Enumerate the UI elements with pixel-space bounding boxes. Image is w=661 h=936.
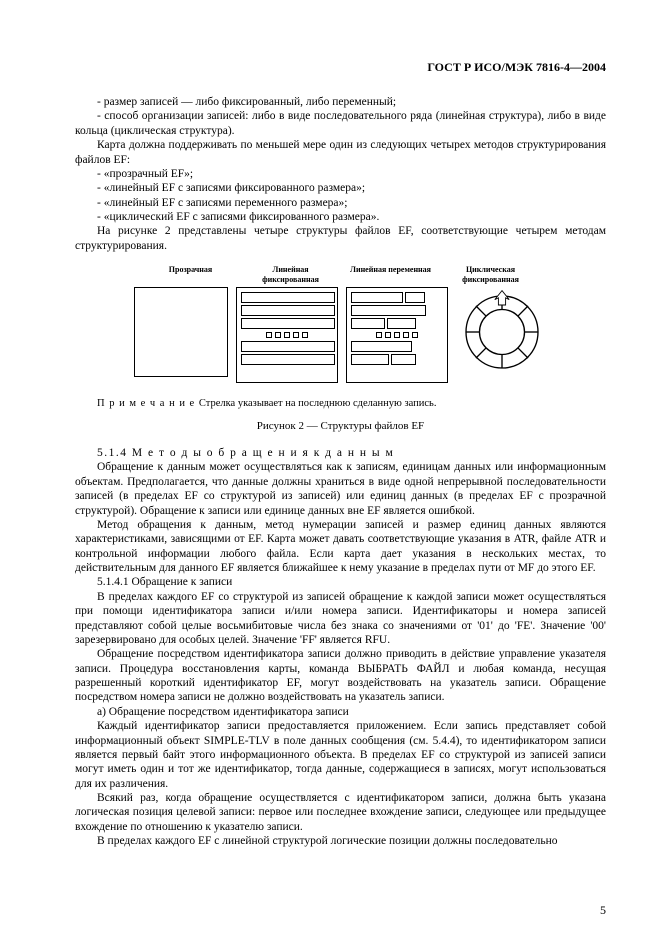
header-doc-code: ГОСТ Р ИСО/МЭК 7816-4—2004 (75, 60, 606, 75)
bullet-cyclic: - «циклический EF с записями фиксированн… (75, 210, 606, 224)
para-514a: Обращение к данным может осуществляться … (75, 460, 606, 518)
para-5141d: Всякий раз, когда обращение осуществляет… (75, 791, 606, 834)
figure-caption: Рисунок 2 — Структуры файлов EF (75, 420, 606, 434)
bullet-transparent: - «прозрачный EF»; (75, 167, 606, 181)
para-5141c: Каждый идентификатор записи предоставляе… (75, 719, 606, 791)
label-linear-fixed: Линейная фиксированная (245, 265, 337, 285)
bullet-record-org: - способ организации записей: либо в вид… (75, 109, 606, 138)
para-5141a: В пределах каждого EF со структурой из з… (75, 590, 606, 648)
para-figure-ref: На рисунке 2 представлены четыре структу… (75, 224, 606, 253)
bullet-record-size: - размер записей — либо фиксированный, л… (75, 95, 606, 109)
note-prefix: П р и м е ч а н и е (97, 398, 195, 409)
diagram-linear-fixed (236, 287, 338, 383)
heading-5-1-4: 5.1.4 М е т о д ы о б р а щ е н и я к д … (75, 446, 606, 460)
label-linear-var: Линейная переменная (345, 265, 437, 285)
document-page: ГОСТ Р ИСО/МЭК 7816-4—2004 - размер запи… (0, 0, 661, 936)
heading-5-1-4-1: 5.1.4.1 Обращение к записи (75, 575, 606, 589)
note-text: Стрелка указывает на последнюю сделанную… (199, 398, 437, 409)
label-transparent: Прозрачная (145, 265, 237, 285)
para-methods-intro: Карта должна поддерживать по меньшей мер… (75, 138, 606, 167)
bullet-linear-fixed: - «линейный EF с записями фиксированного… (75, 181, 606, 195)
para-item-a: a) Обращение посредством идентификатора … (75, 705, 606, 719)
figure-note: П р и м е ч а н и е Стрелка указывает на… (75, 397, 606, 410)
figure-diagrams (75, 287, 606, 383)
diagram-transparent (134, 287, 228, 377)
diagram-cyclic (456, 287, 548, 381)
figure-2: Прозрачная Линейная фиксированная Линейн… (75, 265, 606, 434)
para-5141e: В пределах каждого EF с линейной структу… (75, 834, 606, 848)
ring-icon (457, 287, 547, 377)
page-number: 5 (600, 903, 606, 918)
diagram-linear-var (346, 287, 448, 383)
label-cyclic: Циклическая фиксированная (445, 265, 537, 285)
bullet-linear-var: - «линейный EF с записями переменного ра… (75, 196, 606, 210)
para-514b: Метод обращения к данным, метод нумераци… (75, 518, 606, 576)
para-5141b: Обращение посредством идентификатора зап… (75, 647, 606, 705)
figure-labels: Прозрачная Линейная фиксированная Линейн… (75, 265, 606, 285)
